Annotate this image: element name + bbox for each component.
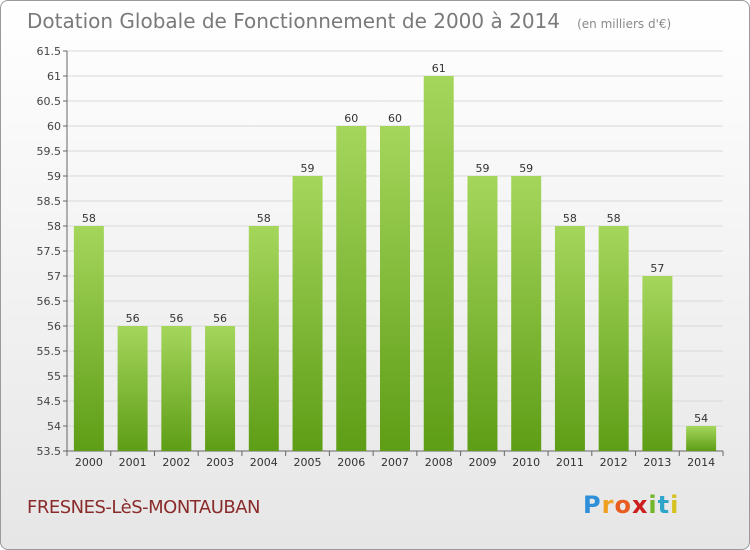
data-label: 56 [169, 312, 183, 325]
bar [554, 226, 585, 451]
data-label: 59 [475, 162, 489, 175]
labels: 53.5 54 54.5 55 55.5 56 56.5 57 57.5 58 58.5 59 59.5… [37, 45, 716, 469]
y-tick-label: 61 [47, 70, 61, 83]
y-tick-label: 59 [47, 170, 61, 183]
commune-name: FRESNES-LèS-MONTAUBAN [27, 497, 261, 518]
y-tick-label: 60 [47, 120, 61, 133]
x-tick-label: 2001 [119, 456, 147, 469]
bar [511, 176, 542, 451]
x-tick-label: 2005 [294, 456, 322, 469]
logo-letter: i [670, 491, 680, 519]
data-label: 57 [650, 262, 664, 275]
logo-letter: t [657, 491, 671, 519]
bar [642, 276, 673, 451]
data-label: 59 [301, 162, 315, 175]
bar [467, 176, 498, 451]
y-tick-label: 54 [47, 420, 61, 433]
logo-letter: x [631, 491, 649, 519]
y-tick-label: 56.5 [37, 295, 62, 308]
data-label: 58 [82, 212, 96, 225]
x-tick-label: 2006 [337, 456, 365, 469]
bar [248, 226, 279, 451]
data-label: 60 [388, 112, 402, 125]
data-label: 61 [432, 62, 446, 75]
data-label: 60 [344, 112, 358, 125]
logo-letter: o [614, 491, 632, 519]
bar [161, 326, 192, 451]
y-tick-label: 57 [47, 270, 61, 283]
logo-letter: P [583, 491, 602, 519]
data-label: 58 [607, 212, 621, 225]
data-label: 56 [213, 312, 227, 325]
y-tick-label: 56 [47, 320, 61, 333]
bars [73, 76, 717, 451]
data-label: 54 [694, 412, 708, 425]
y-tick-label: 59.5 [37, 145, 62, 158]
bar [117, 326, 148, 451]
data-label: 59 [519, 162, 533, 175]
y-tick-label: 55 [47, 370, 61, 383]
chart-title: Dotation Globale de Fonctionnement de 20… [27, 9, 560, 33]
x-tick-label: 2012 [600, 456, 628, 469]
y-tick-label: 58 [47, 220, 61, 233]
x-tick-label: 2003 [206, 456, 234, 469]
y-tick-label: 57.5 [37, 245, 62, 258]
bar [205, 326, 236, 451]
x-tick-label: 2002 [162, 456, 190, 469]
y-tick-label: 55.5 [37, 345, 62, 358]
bar [292, 176, 323, 451]
y-tick-label: 58.5 [37, 195, 62, 208]
y-tick-label: 60.5 [37, 95, 62, 108]
data-label: 56 [126, 312, 140, 325]
x-tick-label: 2010 [512, 456, 540, 469]
x-tick-label: 2007 [381, 456, 409, 469]
title-row: Dotation Globale de Fonctionnement de 20… [27, 9, 671, 33]
bar [598, 226, 629, 451]
y-tick-label: 61.5 [37, 45, 62, 58]
y-tick-label: 53.5 [37, 445, 62, 458]
x-tick-label: 2000 [75, 456, 103, 469]
y-tick-label: 54.5 [37, 395, 62, 408]
data-label: 58 [257, 212, 271, 225]
logo-letter: i [648, 491, 658, 519]
bar [380, 126, 410, 451]
data-label: 58 [563, 212, 577, 225]
x-tick-label: 2011 [556, 456, 584, 469]
bar [336, 126, 367, 451]
x-tick-label: 2014 [687, 456, 715, 469]
proxiti-logo: Proxiti [583, 491, 679, 519]
x-tick-label: 2004 [250, 456, 278, 469]
x-tick-label: 2008 [425, 456, 453, 469]
logo-letter: r [601, 491, 615, 519]
x-tick-label: 2013 [643, 456, 671, 469]
bar [686, 426, 717, 451]
x-tick-label: 2009 [468, 456, 496, 469]
bar [423, 76, 454, 451]
chart-unit: (en milliers d'€) [577, 17, 672, 31]
bar [73, 226, 104, 451]
